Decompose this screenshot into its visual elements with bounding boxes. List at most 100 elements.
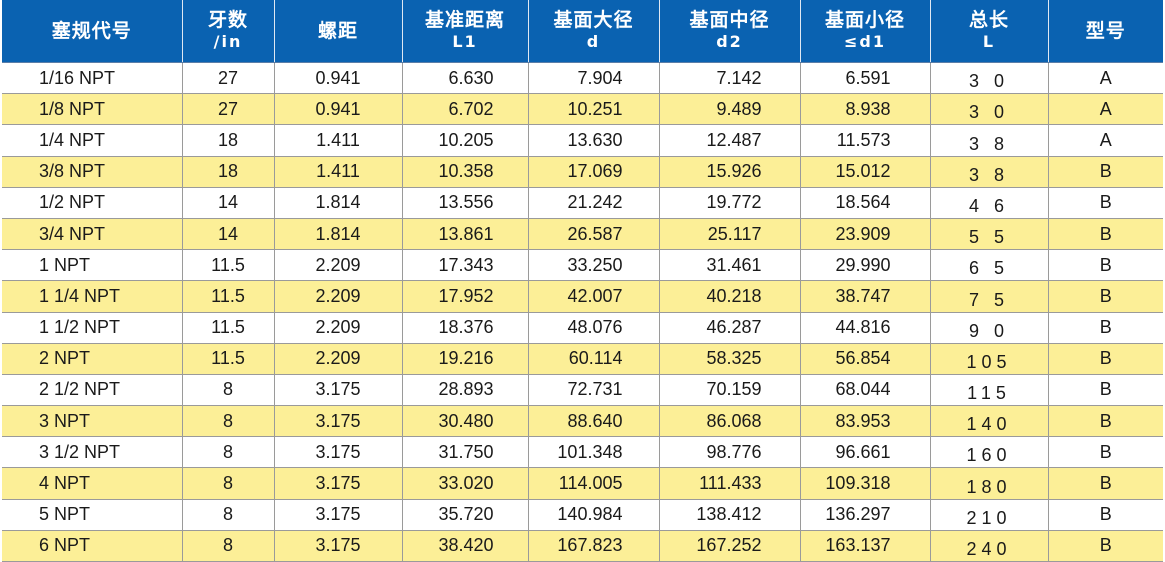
cell-type: B bbox=[1048, 249, 1163, 282]
cell-minor-diameter: 83.953 bbox=[800, 405, 931, 438]
cell-total-length: 5 5 bbox=[930, 218, 1049, 251]
cell-minor-diameter: 15.012 bbox=[800, 156, 931, 188]
cell-gauge-length: 13.556 bbox=[402, 187, 529, 219]
table-row: 1 1/2 NPT 11.5 2.209 18.376 48.076 46.287 44.8… bbox=[2, 312, 1163, 344]
cell-pitch-diameter: 19.772 bbox=[659, 187, 801, 219]
cell-total-length: 240 bbox=[930, 530, 1049, 562]
cell-gauge-code: 3/8 NPT bbox=[2, 156, 183, 188]
header-label: 基准距离 bbox=[424, 9, 505, 31]
cell-minor-diameter: 29.990 bbox=[800, 249, 931, 282]
cell-type: B bbox=[1048, 187, 1163, 219]
header-label: 基面大径 bbox=[553, 9, 634, 31]
cell-threads-per-inch: 11.5 bbox=[182, 312, 275, 344]
cell-gauge-length: 10.205 bbox=[402, 124, 529, 157]
cell-major-diameter: 167.823 bbox=[528, 530, 660, 562]
header-total-length: 总长 L bbox=[930, 0, 1049, 63]
cell-total-length: 140 bbox=[930, 405, 1049, 438]
cell-threads-per-inch: 11.5 bbox=[182, 280, 275, 313]
header-label: 基面中径 bbox=[689, 9, 770, 31]
cell-type: B bbox=[1048, 436, 1163, 469]
cell-gauge-length: 31.750 bbox=[402, 436, 529, 469]
cell-gauge-length: 30.480 bbox=[402, 405, 529, 438]
cell-gauge-code: 1/2 NPT bbox=[2, 187, 183, 219]
cell-pitch: 2.209 bbox=[274, 280, 403, 313]
cell-minor-diameter: 23.909 bbox=[800, 218, 931, 251]
cell-threads-per-inch: 14 bbox=[182, 218, 275, 251]
cell-major-diameter: 88.640 bbox=[528, 405, 660, 438]
cell-pitch-diameter: 70.159 bbox=[659, 374, 801, 407]
cell-gauge-length: 17.343 bbox=[402, 249, 529, 282]
cell-threads-per-inch: 27 bbox=[182, 93, 275, 126]
cell-minor-diameter: 163.137 bbox=[800, 530, 931, 562]
cell-gauge-code: 1/16 NPT bbox=[2, 62, 183, 95]
cell-pitch-diameter: 138.412 bbox=[659, 499, 801, 531]
cell-gauge-code: 4 NPT bbox=[2, 467, 183, 500]
header-label: 总长 bbox=[968, 9, 1009, 31]
cell-major-diameter: 48.076 bbox=[528, 312, 660, 344]
cell-type: B bbox=[1048, 343, 1163, 375]
cell-threads-per-inch: 8 bbox=[182, 436, 275, 469]
cell-pitch: 2.209 bbox=[274, 249, 403, 282]
cell-major-diameter: 60.114 bbox=[528, 343, 660, 375]
cell-pitch-diameter: 7.142 bbox=[659, 62, 801, 95]
cell-minor-diameter: 8.938 bbox=[800, 93, 931, 126]
cell-threads-per-inch: 11.5 bbox=[182, 249, 275, 282]
cell-gauge-length: 28.893 bbox=[402, 374, 529, 407]
cell-total-length: 3 0 bbox=[930, 93, 1049, 126]
cell-major-diameter: 17.069 bbox=[528, 156, 660, 188]
cell-gauge-length: 35.720 bbox=[402, 499, 529, 531]
cell-minor-diameter: 109.318 bbox=[800, 467, 931, 500]
header-major-diameter: 基面大径 d bbox=[528, 0, 660, 63]
cell-threads-per-inch: 8 bbox=[182, 405, 275, 438]
cell-gauge-code: 1 1/4 NPT bbox=[2, 280, 183, 313]
header-type: 型号 bbox=[1048, 0, 1163, 63]
cell-gauge-code: 3 1/2 NPT bbox=[2, 436, 183, 469]
header-minor-diameter: 基面小径 ≤d1 bbox=[800, 0, 931, 63]
header-sublabel: ≤d1 bbox=[844, 32, 886, 51]
cell-pitch-diameter: 111.433 bbox=[659, 467, 801, 500]
header-pitch: 螺距 bbox=[274, 0, 403, 63]
header-threads-per-inch: 牙数/in bbox=[182, 0, 275, 63]
cell-gauge-length: 38.420 bbox=[402, 530, 529, 562]
header-label: 基面小径 bbox=[824, 9, 905, 31]
cell-total-length: 4 6 bbox=[930, 187, 1049, 219]
cell-major-diameter: 101.348 bbox=[528, 436, 660, 469]
cell-major-diameter: 21.242 bbox=[528, 187, 660, 219]
cell-threads-per-inch: 8 bbox=[182, 467, 275, 500]
table-row: 6 NPT 8 3.175 38.420 167.823 167.252 163.137 24… bbox=[2, 530, 1163, 562]
cell-gauge-code: 1 NPT bbox=[2, 249, 183, 282]
header-row: 塞规代号 牙数/in 螺距 基准距离 L1 基面大径 d 基面中径 d2 基面小径 ≤d… bbox=[2, 0, 1163, 63]
header-sublabel: d2 bbox=[716, 32, 743, 51]
cell-minor-diameter: 6.591 bbox=[800, 62, 931, 95]
header-sublabel: d bbox=[586, 32, 601, 51]
cell-threads-per-inch: 27 bbox=[182, 62, 275, 95]
header-label: 螺距 bbox=[317, 19, 358, 42]
cell-threads-per-inch: 8 bbox=[182, 530, 275, 562]
cell-pitch: 2.209 bbox=[274, 312, 403, 344]
cell-minor-diameter: 56.854 bbox=[800, 343, 931, 375]
cell-type: B bbox=[1048, 530, 1163, 562]
cell-gauge-length: 6.630 bbox=[402, 62, 529, 95]
cell-gauge-code: 2 1/2 NPT bbox=[2, 374, 183, 407]
cell-threads-per-inch: 11.5 bbox=[182, 343, 275, 375]
cell-major-diameter: 72.731 bbox=[528, 374, 660, 407]
cell-major-diameter: 10.251 bbox=[528, 93, 660, 126]
cell-gauge-code: 1 1/2 NPT bbox=[2, 312, 183, 344]
cell-gauge-code: 6 NPT bbox=[2, 530, 183, 562]
cell-pitch: 0.941 bbox=[274, 62, 403, 95]
cell-gauge-length: 18.376 bbox=[402, 312, 529, 344]
cell-minor-diameter: 11.573 bbox=[800, 124, 931, 157]
header-sublabel: L1 bbox=[452, 32, 478, 51]
cell-pitch-diameter: 46.287 bbox=[659, 312, 801, 344]
cell-type: B bbox=[1048, 156, 1163, 188]
header-gauge-code: 塞规代号 bbox=[2, 0, 183, 63]
table-header: 塞规代号 牙数/in 螺距 基准距离 L1 基面大径 d 基面中径 d2 基面小径 ≤d… bbox=[2, 0, 1163, 63]
cell-total-length: 7 5 bbox=[930, 280, 1049, 313]
cell-pitch-diameter: 58.325 bbox=[659, 343, 801, 375]
header-gauge-length: 基准距离 L1 bbox=[402, 0, 529, 63]
cell-gauge-code: 2 NPT bbox=[2, 343, 183, 375]
cell-pitch: 3.175 bbox=[274, 374, 403, 407]
cell-major-diameter: 42.007 bbox=[528, 280, 660, 313]
cell-major-diameter: 7.904 bbox=[528, 62, 660, 95]
